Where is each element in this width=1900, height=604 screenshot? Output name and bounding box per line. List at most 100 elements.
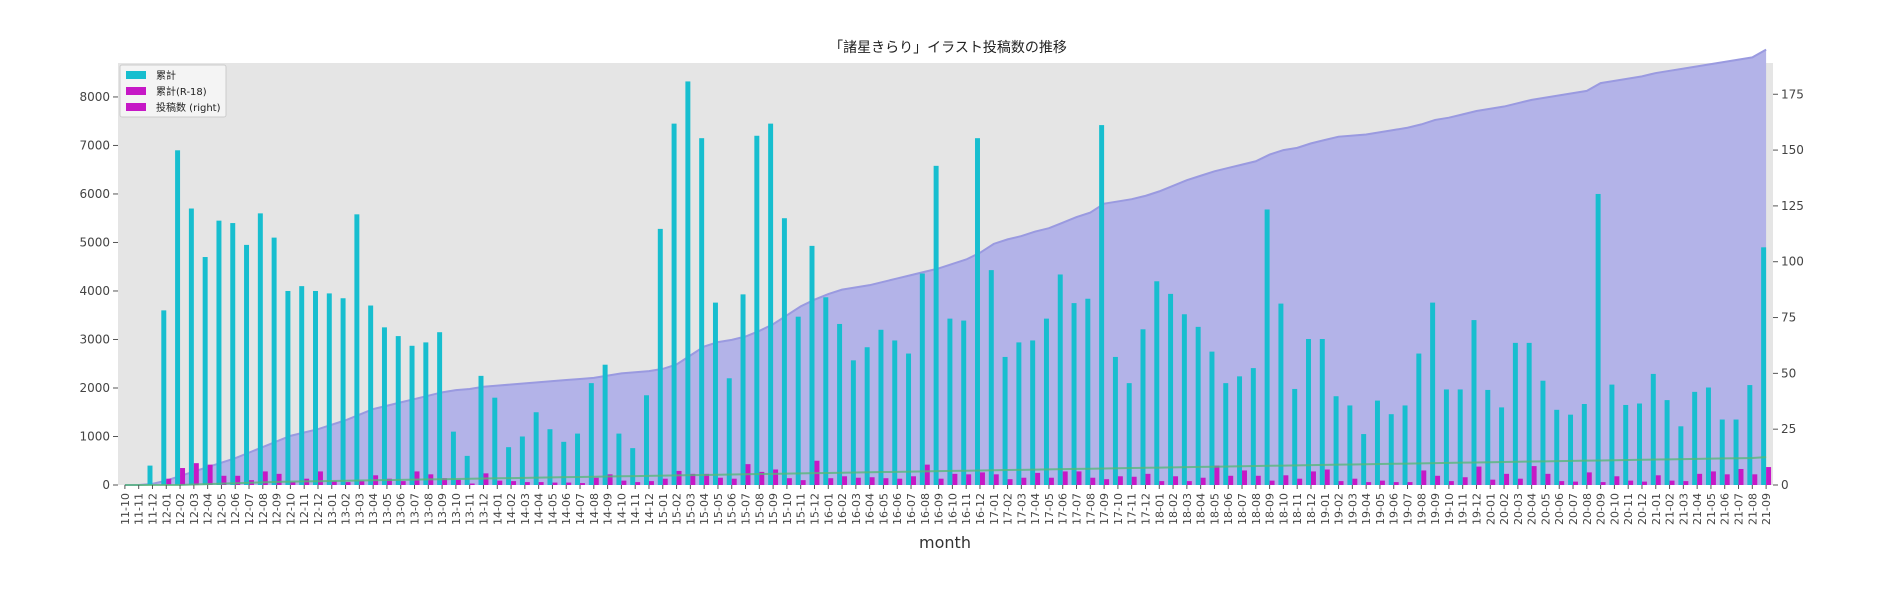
bar-r18	[1186, 481, 1192, 485]
x-tick-label: 11-11	[133, 493, 146, 525]
bar-total	[1140, 329, 1146, 485]
x-tick-label: 18-11	[1291, 493, 1304, 525]
x-tick-label: 20-06	[1553, 493, 1566, 525]
bar-total	[1623, 404, 1629, 485]
bar-total	[961, 320, 967, 485]
x-tick-label: 17-09	[1098, 493, 1111, 525]
x-tick-label: 21-05	[1705, 493, 1718, 525]
x-tick-label: 16-03	[850, 493, 863, 525]
bar-r18	[1669, 480, 1675, 485]
bars-layer	[147, 81, 1772, 486]
bar-r18	[331, 481, 337, 485]
x-tick-label: 17-11	[1126, 493, 1139, 525]
x-tick-label: 14-02	[505, 493, 518, 525]
x-tick-label: 15-09	[767, 493, 780, 525]
bar-r18	[1242, 470, 1247, 485]
bar-total	[1692, 391, 1698, 485]
x-tick-label: 13-01	[326, 493, 339, 525]
x-tick-label: 14-12	[643, 493, 656, 525]
bar-total	[1085, 298, 1091, 485]
x-tick-label: 21-04	[1691, 493, 1704, 525]
bar-total	[616, 433, 622, 485]
bar-total	[781, 218, 787, 485]
bar-total	[1443, 389, 1449, 485]
bar-r18	[828, 478, 834, 485]
legend-swatch-r18	[126, 87, 146, 95]
bar-total	[1540, 380, 1546, 485]
bar-total	[1609, 384, 1615, 485]
x-tick-label: 17-12	[1139, 493, 1152, 525]
x-tick-label: 19-02	[1333, 493, 1346, 525]
x-tick-label: 14-07	[574, 493, 587, 525]
bar-r18	[635, 482, 641, 485]
bar-r18	[1752, 474, 1758, 485]
bar-r18	[1421, 470, 1427, 485]
bar-total	[906, 353, 912, 485]
x-tick-label: 12-03	[188, 493, 201, 525]
bar-r18	[1366, 482, 1372, 485]
bar-r18	[166, 478, 172, 485]
bar-total	[1030, 340, 1036, 485]
x-tick-label: 17-07	[1071, 493, 1084, 525]
bar-total	[1664, 400, 1670, 485]
y-right-tick-label: 0	[1781, 478, 1789, 492]
bar-r18	[993, 474, 999, 485]
bar-total	[1747, 385, 1753, 485]
x-tick-label: 18-07	[1236, 493, 1249, 525]
bar-r18	[1310, 471, 1316, 485]
bar-total	[561, 441, 567, 485]
bar-total	[519, 436, 525, 485]
x-tick-label: 12-05	[215, 493, 228, 525]
bar-r18	[1448, 481, 1454, 485]
bar-total	[1526, 342, 1532, 485]
bar-total	[271, 237, 277, 485]
x-tick-label: 19-05	[1374, 493, 1387, 525]
x-tick-label: 15-08	[753, 493, 766, 525]
bar-total	[1705, 387, 1711, 485]
bar-total	[1374, 400, 1380, 485]
x-tick-label: 16-11	[960, 493, 973, 525]
bar-total	[1719, 419, 1725, 485]
bar-r18	[538, 482, 544, 485]
bar-total	[450, 431, 456, 485]
x-tick-label: 20-07	[1567, 493, 1580, 525]
bar-total	[1416, 353, 1422, 485]
y-right-tick-label: 100	[1781, 255, 1804, 269]
bar-total	[1223, 383, 1229, 485]
y-right-tick-label: 175	[1781, 87, 1804, 101]
x-tick-label: 16-07	[905, 493, 918, 525]
bar-r18	[1517, 478, 1523, 485]
bar-total	[313, 290, 318, 485]
bar-total	[395, 336, 401, 485]
bar-total	[1209, 351, 1215, 485]
x-tick-label: 19-03	[1346, 493, 1359, 525]
bar-total	[1237, 376, 1243, 485]
bar-total	[216, 220, 222, 485]
x-tick-label: 14-08	[588, 493, 601, 525]
r18-line-layer	[124, 456, 1767, 486]
x-tick-label: 12-01	[160, 493, 173, 525]
bar-r18	[552, 482, 558, 485]
x-tick-label: 18-08	[1250, 493, 1263, 525]
bar-total	[1154, 281, 1160, 485]
x-tick-label: 15-12	[808, 493, 821, 525]
y-right-tick-label: 150	[1781, 143, 1804, 157]
bar-total	[1278, 303, 1284, 485]
bar-r18	[1435, 475, 1441, 485]
bar-r18	[1048, 477, 1054, 485]
bar-r18	[1145, 473, 1151, 485]
bar-r18	[621, 480, 627, 485]
bar-total	[933, 165, 939, 485]
x-tick-label: 13-08	[422, 493, 435, 525]
y-left-tick-label: 3000	[79, 332, 110, 346]
bar-total	[850, 360, 856, 485]
x-tick-label: 20-08	[1581, 493, 1594, 525]
bar-total	[644, 395, 649, 485]
x-tick-label: 15-03	[684, 493, 697, 525]
bar-r18	[1697, 473, 1703, 485]
bar-total	[244, 244, 250, 485]
bar-total	[975, 138, 980, 486]
bar-r18	[345, 482, 351, 485]
bar-total	[285, 290, 291, 485]
